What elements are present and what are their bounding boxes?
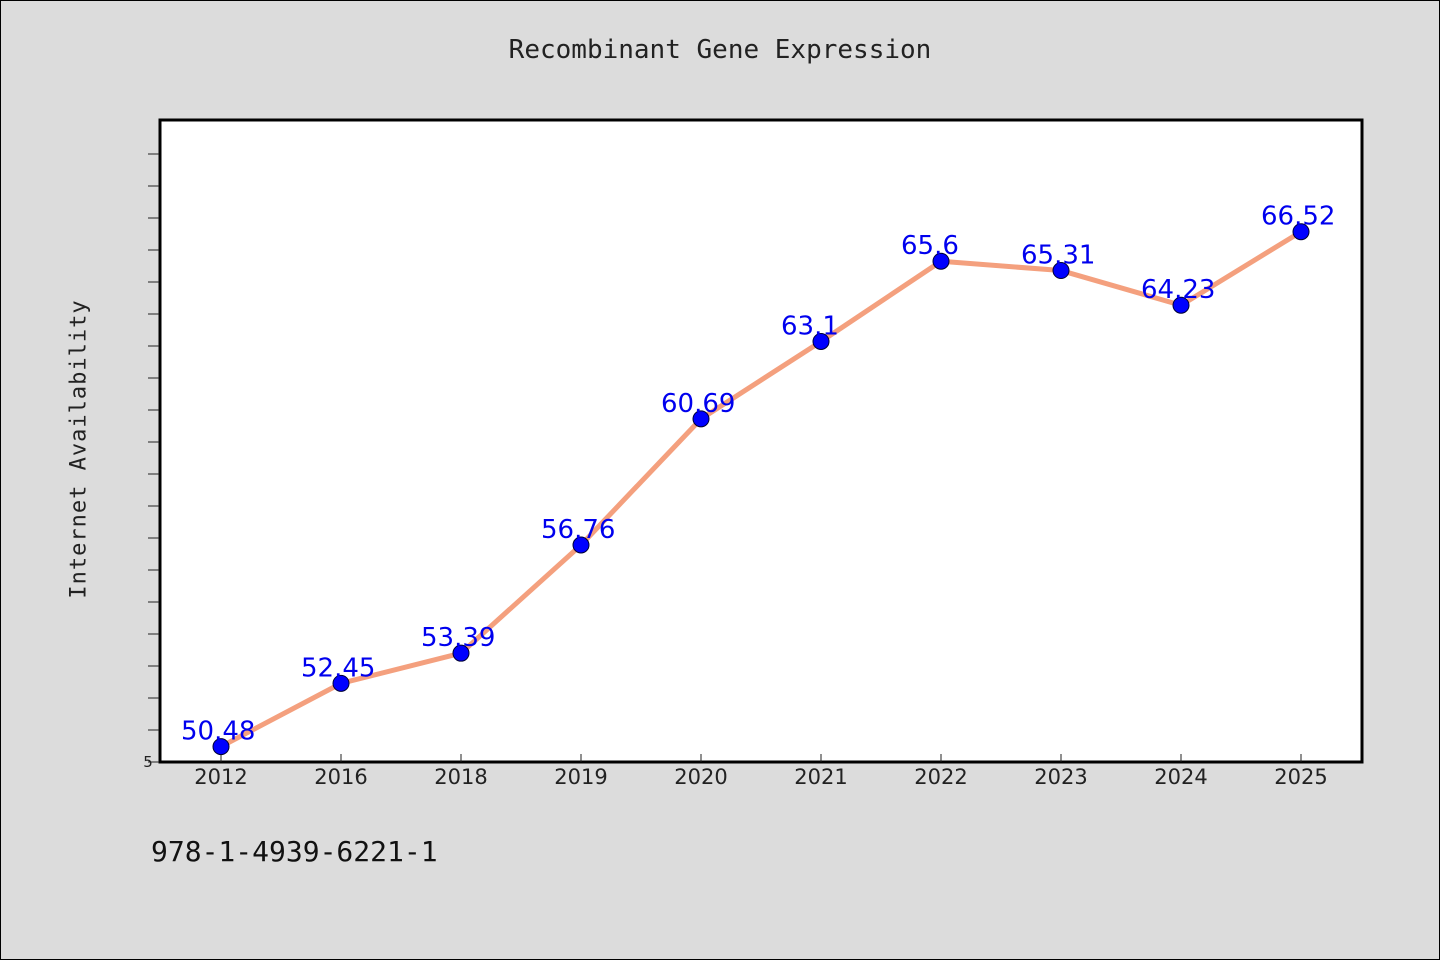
x-tick-label: 2025	[1274, 765, 1327, 789]
data-point	[932, 252, 950, 270]
data-point	[212, 738, 230, 756]
data-point	[692, 410, 710, 428]
x-tick-label: 2021	[794, 765, 847, 789]
footnote-isbn: 978-1-4939-6221-1	[151, 835, 438, 868]
series-layer: 50.48 52.45 53.39 56.76 60.69 63.1 65.6 65.31 64…	[181, 202, 1335, 756]
data-point	[812, 332, 830, 350]
series-line	[218, 229, 1304, 750]
data-label: 65.6	[901, 231, 959, 261]
data-point	[452, 644, 470, 662]
y-axis-ticks: 5	[143, 153, 159, 771]
data-label: 60.69	[661, 389, 735, 419]
data-label: 65.31	[1021, 241, 1095, 271]
data-label: 52.45	[301, 653, 375, 683]
x-tick-label: 2024	[1154, 765, 1207, 789]
data-point	[1172, 296, 1190, 314]
x-tick-label: 2019	[554, 765, 607, 789]
data-label: 66.52	[1261, 202, 1335, 232]
x-tick-label: 2020	[674, 765, 727, 789]
data-point	[1052, 262, 1070, 280]
x-tick-label: 2023	[1034, 765, 1087, 789]
chart-title: Recombinant Gene Expression	[508, 35, 932, 65]
data-point	[332, 674, 350, 692]
data-label: 63.1	[781, 311, 839, 341]
data-label: 64.23	[1141, 275, 1215, 305]
x-tick-label: 2022	[914, 765, 967, 789]
y-tick-label: 5	[143, 753, 153, 771]
data-point	[572, 536, 590, 554]
data-label: 56.76	[541, 515, 615, 545]
plot-background	[158, 118, 1364, 764]
x-tick-label: 2018	[434, 765, 487, 789]
x-axis-ticks: 2012 2016 2018 2019 2020 2021 2022 2023 2024 2025	[194, 754, 1328, 789]
x-tick-label: 2012	[194, 765, 247, 789]
data-point	[1292, 223, 1310, 241]
data-label: 53.39	[421, 623, 495, 653]
data-label: 50.48	[181, 717, 255, 747]
x-tick-label: 2016	[314, 765, 367, 789]
